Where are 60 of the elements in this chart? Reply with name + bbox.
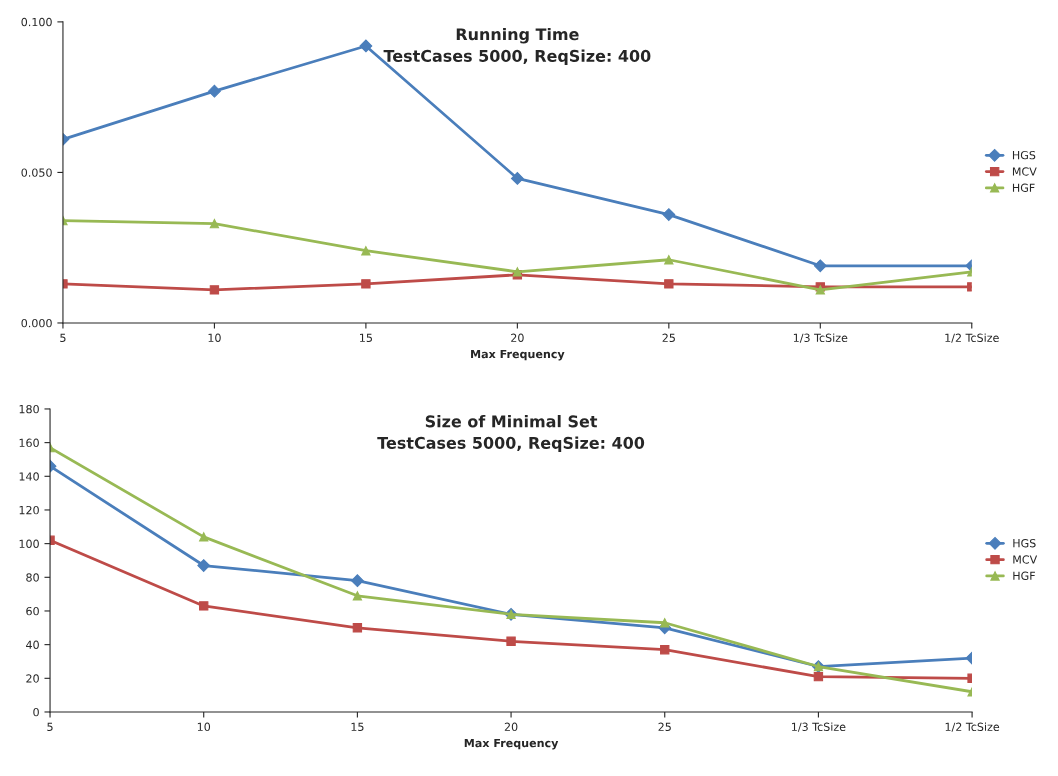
x-tick-label: 20 [504,722,518,731]
x-tick-label: 1/2 TcSize [945,722,1000,732]
y-tick-label: 60 [26,606,39,616]
x-tick-label: 15 [351,722,364,731]
y-tick-label: 40 [26,640,39,650]
point [197,559,211,572]
y-tick-label: 80 [26,573,39,582]
legend-label: MCV [1013,555,1038,564]
x-tick-label: 5 [60,333,66,342]
text: TestCases 5000, ReqSize: 400 [377,436,645,452]
point [506,636,516,646]
x-tick-label: 10 [197,722,211,731]
y-tick-label: 0.100 [21,17,52,27]
legend-label: HGF [1012,183,1035,192]
x-axis-title: Max Frequency [464,738,559,750]
x-tick-label: 1/2 TcSize [945,333,999,343]
point [199,532,209,542]
point [813,259,827,273]
legend-label: MCV [1012,167,1037,176]
y-tick-label: 160 [19,438,39,447]
x-tick-label: 5 [47,722,53,731]
x-axis-title: Max Frequency [471,349,565,361]
y-tick-label: 20 [26,674,39,683]
point [209,285,220,295]
point [664,279,674,289]
y-tick-label: 140 [19,472,39,481]
y-tick-label: 180 [19,404,39,414]
point [208,84,221,98]
y-tick-label: 120 [19,505,39,515]
point [350,574,364,588]
point [664,255,674,265]
legend-label: HGF [1013,571,1035,580]
legend-label: HGS [1013,538,1036,548]
point [352,623,363,633]
point [660,618,670,628]
point [813,671,824,682]
text: TestCases 5000, ReqSize: 400 [383,49,651,66]
chart-title: Size of Minimal Set [425,415,598,428]
chart-title: Running Time [456,27,579,44]
point [199,601,209,611]
y-tick-label: 0 [33,707,39,717]
x-tick-label: 25 [662,333,675,342]
x-tick-label: 15 [360,333,372,342]
point [359,39,373,53]
point [660,645,670,655]
point [209,218,220,229]
point [510,172,524,185]
x-tick-label: 10 [208,333,221,342]
x-tick-label: 1/3 TcSize [792,722,846,732]
legend-label: HGS [1012,150,1036,160]
x-tick-label: 1/3 TcSize [793,333,848,343]
point [662,208,676,221]
y-tick-label: 100 [19,539,39,549]
x-tick-label: 20 [511,333,524,342]
point [361,246,371,256]
point [352,591,363,601]
point [361,279,371,289]
y-tick-label: 0.000 [21,318,52,328]
y-tick-label: 0.050 [21,168,52,177]
x-tick-label: 25 [658,722,671,731]
